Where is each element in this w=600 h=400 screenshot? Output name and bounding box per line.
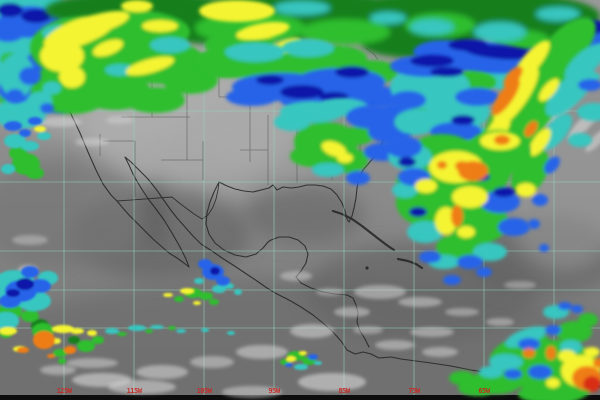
east-coast-offshore-band: [390, 55, 499, 145]
southeast-us-storm: [274, 98, 422, 185]
pacific-coast-baja-centralamerica-path: [0, 31, 600, 388]
longitude-tick-labels: 125W 115W 105W 95W 85W 75W 65W: [57, 387, 492, 395]
longitude-label: 95W: [268, 387, 280, 395]
jamaica-island: [365, 266, 369, 270]
south-mexico-convection: [163, 259, 242, 305]
atlantic-storm-cluster: [386, 130, 530, 285]
california-offshore-cloud: [0, 105, 51, 179]
central-america-cluster: [280, 351, 322, 370]
longitude-label: 115W: [127, 387, 143, 395]
us-mexico-border-path: [116, 181, 220, 220]
north-us-blue-band: [195, 39, 409, 110]
longitude-label: 85W: [338, 387, 350, 395]
northwest-yellow-arc: [30, 0, 218, 114]
longitude-label: 125W: [57, 387, 73, 395]
pacific-itcz-cluster: [0, 266, 235, 364]
hispaniola-coast-path: [396, 257, 424, 270]
mexico-gulf-yucatan-coast-path: [205, 181, 370, 348]
caribbean-hurricane: [449, 302, 600, 400]
pacific-nw-coast-cloud: [0, 53, 62, 113]
longitude-label: 65W: [478, 387, 490, 395]
longitude-label: 75W: [408, 387, 420, 395]
longitude-label: 105W: [197, 387, 213, 395]
bottom-black-bar: [0, 395, 600, 400]
